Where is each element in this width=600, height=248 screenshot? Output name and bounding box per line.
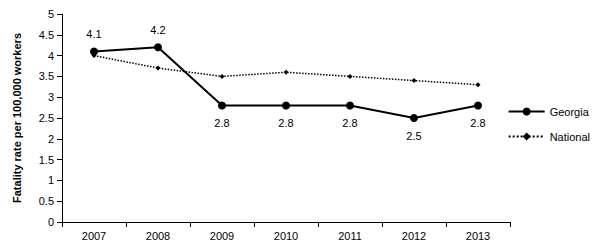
svg-text:3: 3 bbox=[48, 91, 54, 103]
svg-text:National: National bbox=[550, 131, 590, 143]
svg-text:4.2: 4.2 bbox=[150, 24, 165, 36]
svg-text:4.5: 4.5 bbox=[39, 29, 54, 41]
svg-text:2.8: 2.8 bbox=[342, 117, 357, 129]
svg-text:1: 1 bbox=[48, 174, 54, 186]
svg-text:2.8: 2.8 bbox=[278, 117, 293, 129]
svg-text:1.5: 1.5 bbox=[39, 154, 54, 166]
svg-text:2.8: 2.8 bbox=[470, 117, 485, 129]
svg-text:2012: 2012 bbox=[402, 230, 426, 242]
svg-text:2.8: 2.8 bbox=[214, 117, 229, 129]
svg-text:0.5: 0.5 bbox=[39, 195, 54, 207]
svg-text:2010: 2010 bbox=[274, 230, 298, 242]
svg-text:2011: 2011 bbox=[338, 230, 362, 242]
svg-text:2: 2 bbox=[48, 133, 54, 145]
svg-text:2.5: 2.5 bbox=[406, 130, 421, 142]
svg-text:5: 5 bbox=[48, 8, 54, 20]
svg-text:2009: 2009 bbox=[210, 230, 234, 242]
svg-text:2.5: 2.5 bbox=[39, 112, 54, 124]
svg-text:0: 0 bbox=[48, 216, 54, 228]
svg-text:2008: 2008 bbox=[146, 230, 170, 242]
svg-text:4: 4 bbox=[48, 50, 54, 62]
svg-text:2007: 2007 bbox=[82, 230, 106, 242]
svg-text:4.1: 4.1 bbox=[86, 28, 101, 40]
svg-text:Fatality rate per 100,000 work: Fatality rate per 100,000 workers bbox=[11, 33, 23, 203]
svg-text:Georgia: Georgia bbox=[550, 106, 590, 118]
svg-text:2013: 2013 bbox=[466, 230, 490, 242]
svg-text:3.5: 3.5 bbox=[39, 70, 54, 82]
